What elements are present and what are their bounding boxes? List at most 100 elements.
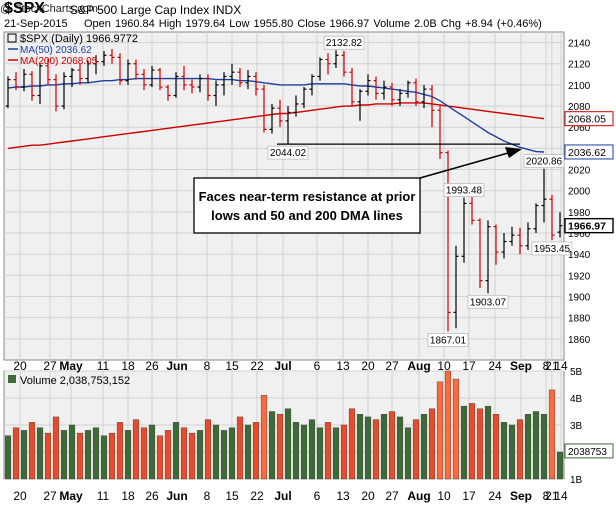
- x-tick-label: 20: [13, 359, 27, 373]
- x-tick-label-bottom: 8: [543, 489, 550, 503]
- x-tick-label: Jun: [166, 359, 187, 373]
- volume-bar: [260, 395, 268, 480]
- volume-bar: [36, 427, 44, 480]
- volume-bar: [4, 435, 12, 480]
- volume-bar: [220, 430, 228, 480]
- ohlc-bar: [229, 63, 235, 85]
- volume-bar: [268, 411, 276, 480]
- ohlc-bar: [165, 84, 171, 101]
- point-label: 1903.07: [470, 297, 507, 308]
- volume-bar: [476, 408, 484, 480]
- volume-bar: [524, 414, 532, 480]
- point-label-box: [467, 294, 509, 309]
- volume-bar: [276, 414, 284, 480]
- ohlc-bar: [533, 203, 539, 234]
- price-tick-label: 2080: [568, 102, 591, 113]
- volume-bar: [60, 430, 68, 480]
- legend-ma50-label: MA(50) 2036.62: [20, 45, 92, 56]
- ohlc-bar: [493, 224, 499, 265]
- volume-bar: [364, 416, 372, 480]
- volume-bar: [148, 424, 156, 480]
- ohlc-bar: [189, 79, 195, 94]
- price-tag-box: [564, 144, 614, 160]
- point-label-box: [323, 35, 365, 50]
- volume-bar: [20, 430, 28, 480]
- x-tick-label: 14: [554, 359, 568, 373]
- x-tick-label-bottom: 27: [43, 489, 57, 503]
- point-label-box: [267, 145, 309, 160]
- ohlc-bar: [397, 89, 403, 107]
- annotation-box: [193, 177, 421, 234]
- x-axis-labels: 20202727MayMay111118182626JunJun88151522…: [13, 359, 568, 503]
- ohlc-bar: [21, 69, 27, 92]
- volume-bar: [556, 451, 564, 480]
- ohlc-bar: [461, 197, 467, 263]
- x-tick-label-bottom: May: [59, 489, 83, 503]
- ohlc-bar: [109, 48, 115, 64]
- volume-bar: [52, 416, 60, 480]
- volume-bar: [540, 414, 548, 480]
- x-tick-label: 21: [545, 359, 559, 373]
- price-tick-label: 1980: [568, 208, 591, 219]
- ohlc-bar: [221, 72, 227, 96]
- ohlc-bar: [205, 74, 211, 101]
- ohlc-bar: [509, 226, 515, 246]
- ohlc-bar: [437, 106, 443, 159]
- x-tick-label-bottom: Sep: [510, 489, 532, 503]
- x-tick-label: Aug: [407, 359, 430, 373]
- price-tick-label: 2120: [568, 60, 591, 71]
- x-tick-label: 17: [462, 359, 476, 373]
- price-tick-label: 1940: [568, 250, 591, 261]
- volume-bar: [108, 432, 116, 480]
- annotation-arrow-head: [505, 147, 522, 158]
- volume-bar: [28, 422, 36, 480]
- x-tick-label-bottom: 6: [314, 489, 321, 503]
- point-label-box: [531, 241, 573, 256]
- volume-bar: [116, 422, 124, 480]
- annotation-line-1: Faces near-term resistance at prior: [199, 189, 416, 204]
- price-tick-label: 1880: [568, 314, 591, 325]
- x-tick-label-bottom: 20: [13, 489, 27, 503]
- legend-price-label: $SPX (Daily) 1966.9772: [20, 33, 138, 45]
- x-tick-label: 8: [543, 359, 550, 373]
- ohlc-bar: [525, 222, 531, 250]
- x-tick-label-bottom: 8: [204, 489, 211, 503]
- ohlc-bar: [93, 55, 99, 75]
- ohlc-bar: [405, 80, 411, 98]
- volume-bar: [548, 389, 556, 480]
- ohlc-bar: [29, 71, 35, 101]
- ohlc-bar: [157, 67, 163, 91]
- price-tag-label: 1966.97: [568, 221, 606, 233]
- x-tick-label-bottom: 10: [437, 489, 451, 503]
- x-tick-label-bottom: Jun: [166, 489, 187, 503]
- ohlc-bar: [301, 87, 307, 109]
- x-tick-label: 27: [385, 359, 399, 373]
- volume-bar: [532, 411, 540, 480]
- ohlc-bar: [261, 84, 267, 133]
- volume-bar: [484, 405, 492, 480]
- volume-bar: [196, 430, 204, 480]
- annotation-callout: Faces near-term resistance at prior lows…: [193, 147, 522, 234]
- volume-bar: [252, 422, 260, 480]
- ohlc-bar: [277, 99, 283, 128]
- ohlc-bar: [469, 197, 475, 225]
- volume-bar: [316, 427, 324, 480]
- ohlc-bar: [357, 89, 363, 121]
- ohlc-bar: [37, 63, 43, 104]
- volume-bar: [140, 427, 148, 480]
- volume-tag-label: 2038753: [568, 447, 607, 458]
- volume-bar: [292, 422, 300, 480]
- legend-volume-swatch: [8, 375, 16, 383]
- ohlc-bar: [269, 103, 275, 134]
- volume-bar: [236, 416, 244, 480]
- ohlc-bar: [325, 53, 331, 75]
- volume-y-axis: 1B2B3B4B5B: [570, 367, 583, 486]
- volume-bar: [188, 432, 196, 480]
- point-label: 1867.01: [430, 335, 467, 346]
- source-credit[interactable]: @ StockCharts.com: [0, 3, 98, 15]
- ohlc-bar: [285, 106, 291, 145]
- volume-bar: [284, 408, 292, 480]
- x-tick-label: 8: [204, 359, 211, 373]
- volume-bar: [444, 370, 452, 480]
- x-tick-label: 24: [488, 359, 502, 373]
